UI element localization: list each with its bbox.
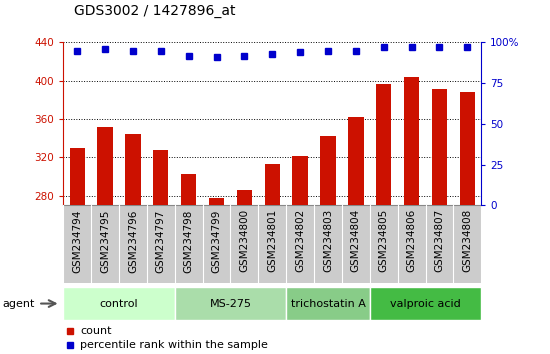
Bar bbox=[153, 150, 168, 205]
Bar bbox=[348, 117, 364, 205]
Bar bbox=[175, 287, 286, 320]
Text: GSM234800: GSM234800 bbox=[239, 209, 249, 272]
Text: GSM234798: GSM234798 bbox=[184, 209, 194, 273]
Bar bbox=[181, 174, 196, 205]
Text: control: control bbox=[100, 298, 138, 309]
Bar bbox=[125, 135, 141, 205]
Text: count: count bbox=[80, 326, 112, 336]
Bar bbox=[460, 92, 475, 205]
Bar bbox=[293, 156, 308, 205]
Bar bbox=[404, 77, 419, 205]
Bar bbox=[63, 287, 175, 320]
Bar bbox=[265, 164, 280, 205]
Text: GSM234796: GSM234796 bbox=[128, 209, 138, 273]
Text: GSM234801: GSM234801 bbox=[267, 209, 277, 273]
Bar bbox=[236, 190, 252, 205]
Text: GSM234804: GSM234804 bbox=[351, 209, 361, 273]
Bar bbox=[69, 148, 85, 205]
Bar bbox=[209, 198, 224, 205]
Text: GSM234803: GSM234803 bbox=[323, 209, 333, 273]
Text: GSM234794: GSM234794 bbox=[72, 209, 82, 273]
Bar bbox=[286, 287, 370, 320]
Bar bbox=[320, 136, 336, 205]
Text: GSM234808: GSM234808 bbox=[463, 209, 472, 273]
Text: GSM234795: GSM234795 bbox=[100, 209, 110, 273]
Text: GSM234806: GSM234806 bbox=[406, 209, 416, 273]
Bar bbox=[97, 127, 113, 205]
Text: GSM234797: GSM234797 bbox=[156, 209, 166, 273]
Bar bbox=[376, 84, 392, 205]
Bar bbox=[432, 90, 447, 205]
Text: GSM234805: GSM234805 bbox=[379, 209, 389, 273]
Bar bbox=[370, 287, 481, 320]
Text: MS-275: MS-275 bbox=[210, 298, 251, 309]
Text: trichostatin A: trichostatin A bbox=[290, 298, 365, 309]
Text: GSM234807: GSM234807 bbox=[434, 209, 444, 273]
Text: agent: agent bbox=[3, 298, 35, 309]
Text: GDS3002 / 1427896_at: GDS3002 / 1427896_at bbox=[74, 4, 236, 18]
Text: percentile rank within the sample: percentile rank within the sample bbox=[80, 340, 268, 350]
Text: GSM234802: GSM234802 bbox=[295, 209, 305, 273]
Text: valproic acid: valproic acid bbox=[390, 298, 461, 309]
Text: GSM234799: GSM234799 bbox=[212, 209, 222, 273]
